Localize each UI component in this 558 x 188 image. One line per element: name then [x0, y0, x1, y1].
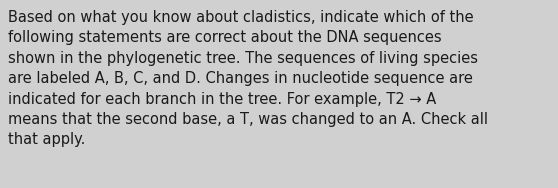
Text: Based on what you know about cladistics, indicate which of the
following stateme: Based on what you know about cladistics,…: [8, 10, 488, 147]
